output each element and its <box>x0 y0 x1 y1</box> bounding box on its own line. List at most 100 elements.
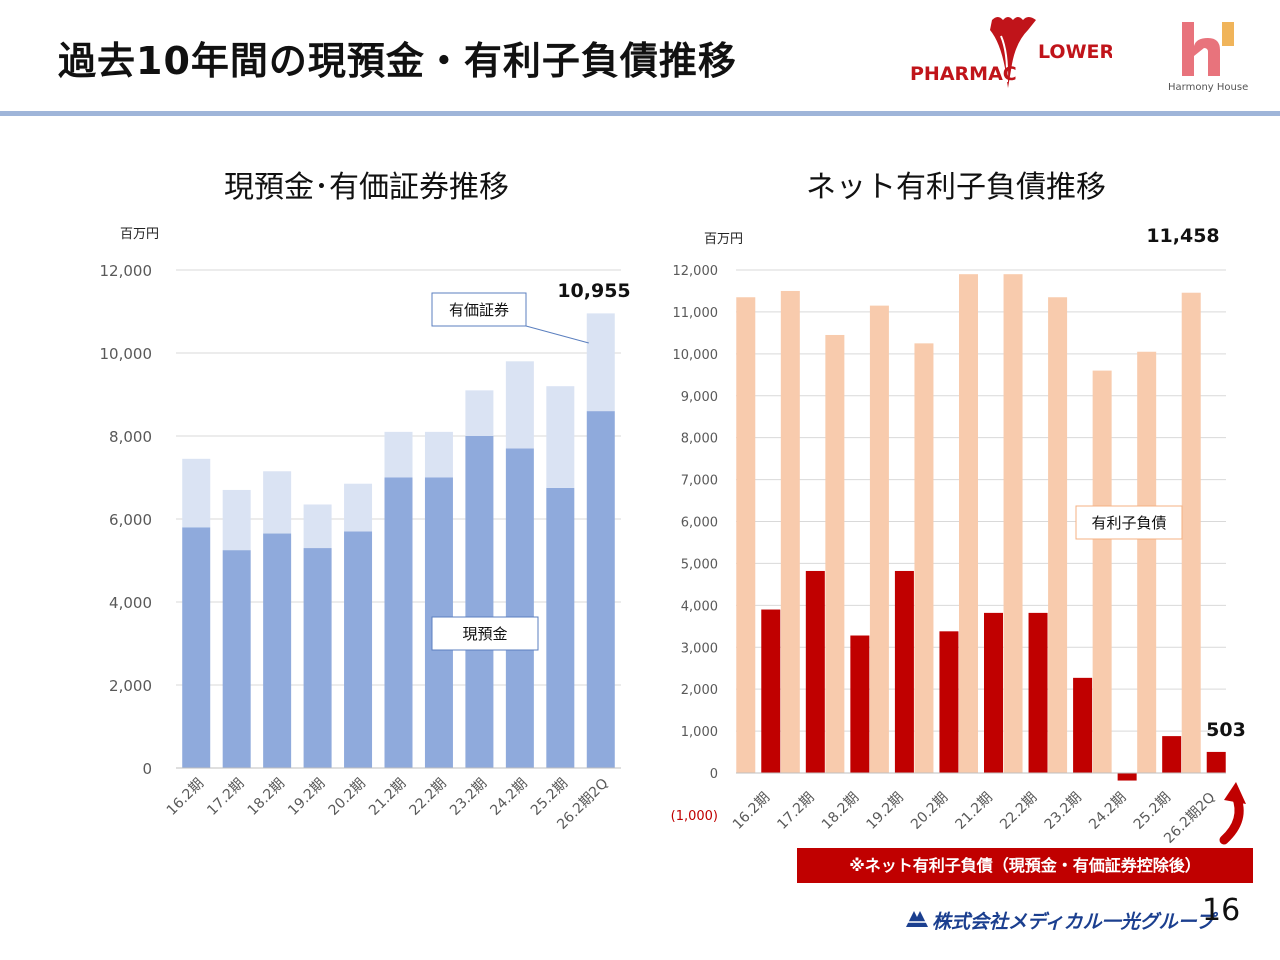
bar-debt <box>1137 351 1157 773</box>
bar-securities <box>586 313 615 412</box>
bar-cash <box>303 548 332 768</box>
legend-box-debt <box>1075 505 1183 540</box>
bar-securities <box>182 458 211 528</box>
y-tick-label: 1,000 <box>681 725 718 740</box>
flower-icon <box>990 17 1036 88</box>
net-debt-chart: 12,000 11,000 10,000 9,000 8,000 7,000 6,000 5,… <box>671 225 1253 883</box>
bar-net-debt <box>1162 736 1182 773</box>
company-name: 株式会社メディカル一光グループ <box>932 911 1215 933</box>
bar-debt <box>780 290 800 773</box>
bar-net-debt <box>894 570 914 773</box>
callout-line <box>525 325 589 344</box>
x-tick-label: 18.2期 <box>245 776 288 819</box>
chart-title-net-debt: ネット有利子負債推移 <box>806 170 1106 205</box>
bar-securities <box>303 504 332 549</box>
company-logo-icon <box>904 907 930 929</box>
chart-unit-net-debt: 百万円 <box>704 232 744 247</box>
bar-net-debt <box>850 635 870 773</box>
arrow-head-icon <box>1224 782 1246 804</box>
bar-net-debt <box>1117 773 1137 781</box>
x-tick-label: 21.2期 <box>953 790 996 833</box>
y-tick-label: 0 <box>710 767 718 782</box>
pharma-flower-logo: PHARMAC LOWER <box>906 12 1115 94</box>
y-tick-label: 9,000 <box>681 390 718 405</box>
bar-securities <box>384 431 413 478</box>
x-tick-label: 22.2期 <box>997 790 1040 833</box>
bar-securities <box>263 471 292 534</box>
total-value-label: 10,955 <box>557 280 630 302</box>
cash-securities-chart: 0 2,000 4,000 6,000 8,000 10,000 12,000 16.2期17… <box>100 262 631 833</box>
x-tick-label: 17.2期 <box>204 776 247 819</box>
y-tick-label: 8,000 <box>681 432 718 447</box>
y-tick-label: 4,000 <box>681 599 718 614</box>
bar-cash <box>222 550 251 768</box>
bar-cash <box>263 533 292 768</box>
y-tick-label: 7,000 <box>681 474 718 489</box>
bar-securities <box>546 386 575 488</box>
x-tick-label: 20.2期 <box>326 776 369 819</box>
bar-net-debt <box>761 609 781 773</box>
x-tick-label: 24.2期 <box>1086 790 1129 833</box>
legend-label-cash: 現預金 <box>462 625 507 643</box>
x-tick-label: 21.2期 <box>366 776 409 819</box>
legend-box-cash <box>431 616 539 651</box>
note-banner <box>797 848 1253 883</box>
logo-text-right: LOWER <box>1038 41 1112 63</box>
page-number: 16 <box>1202 893 1241 928</box>
y-tick-label: 4,000 <box>109 594 152 612</box>
bar-cash <box>344 531 373 768</box>
x-tick-label: 16.2期 <box>164 776 207 819</box>
chart-title-cash: 現預金･有価証券推移 <box>224 170 509 205</box>
y-tick-label: 12,000 <box>100 262 153 280</box>
bar-cash <box>546 487 575 768</box>
bar-cash <box>384 477 413 768</box>
page-title: 過去10年間の現預金・有利子負債推移 <box>58 39 737 83</box>
y-tick-label: 0 <box>142 760 152 778</box>
bar-debt <box>959 274 978 773</box>
harmony-house-text: Harmony House <box>1168 82 1248 93</box>
bar-debt <box>1181 292 1201 773</box>
bar-net-debt <box>1028 612 1048 773</box>
y-tick-label: 6,000 <box>109 511 152 529</box>
header-divider <box>0 111 1280 116</box>
y-tick-label: 6,000 <box>681 516 718 531</box>
y-tick-label: 2,000 <box>109 677 152 695</box>
y-tick-label: 8,000 <box>109 428 152 446</box>
y-tick-label: (1,000) <box>671 809 718 824</box>
bar-debt <box>736 297 756 773</box>
y-tick-label: 10,000 <box>673 348 719 363</box>
x-tick-label: 18.2期 <box>819 790 862 833</box>
x-tick-label: 20.2期 <box>908 790 951 833</box>
bar-cash <box>586 411 615 768</box>
bar-debt <box>869 305 889 773</box>
x-tick-label: 25.2期 <box>1131 790 1174 833</box>
bar-debt <box>914 343 934 773</box>
bar-net-debt <box>984 612 1003 773</box>
y-tick-label: 5,000 <box>681 557 718 572</box>
y-tick-label: 2,000 <box>681 683 718 698</box>
bar-securities <box>505 361 534 449</box>
y-tick-label: 10,000 <box>100 345 153 363</box>
bar-debt <box>1092 370 1112 773</box>
bar-debt <box>1048 297 1068 773</box>
x-tick-label: 24.2期 <box>487 776 530 819</box>
chart-unit-cash: 百万円 <box>120 227 160 242</box>
legend-label-debt: 有利子負債 <box>1091 514 1166 532</box>
legend-label-securities: 有価証券 <box>449 301 509 319</box>
bar-securities <box>344 483 373 532</box>
bar-net-debt <box>939 631 959 773</box>
y-tick-label: 3,000 <box>681 641 718 656</box>
legend-box-securities <box>431 292 527 327</box>
x-tick-label: 23.2期 <box>447 776 490 819</box>
arrow-icon <box>1219 791 1244 845</box>
bar-net-debt <box>1073 677 1093 773</box>
bar-debt <box>825 334 845 773</box>
bar-net-debt <box>805 570 825 773</box>
harmony-house-logo: Harmony House <box>1160 16 1254 98</box>
bar-cash <box>182 527 211 768</box>
x-tick-label: 19.2期 <box>285 776 328 819</box>
x-tick-label: 17.2期 <box>774 790 817 833</box>
x-tick-label: 22.2期 <box>407 776 450 819</box>
y-tick-label: 11,000 <box>673 306 719 321</box>
bar-debt <box>1003 274 1023 773</box>
